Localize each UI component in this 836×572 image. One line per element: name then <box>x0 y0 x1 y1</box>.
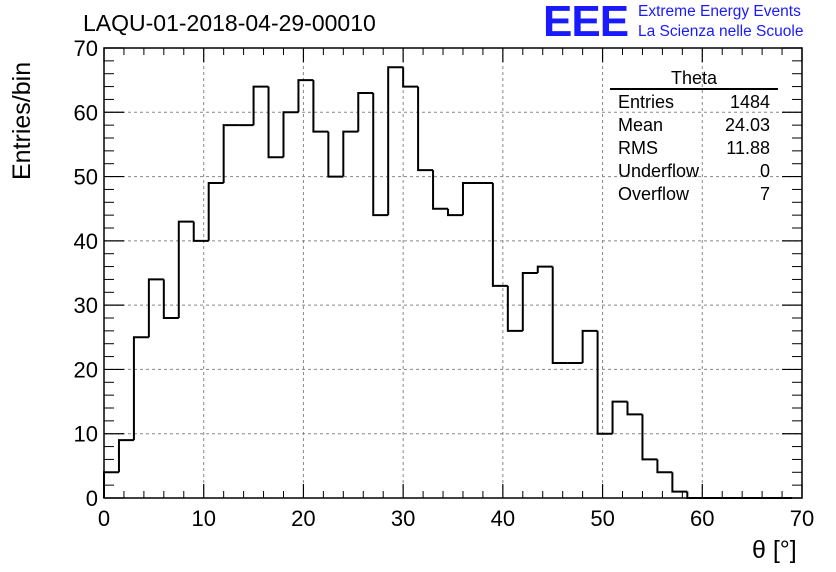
histogram-bin <box>581 329 598 363</box>
stats-value: 24.03 <box>724 115 770 135</box>
stats-row: Entries 1484 <box>610 91 778 114</box>
histogram-bin <box>267 86 284 159</box>
y-tick-label: 50 <box>74 165 98 190</box>
x-tick-label: 40 <box>491 506 515 531</box>
stats-row: Underflow 0 <box>610 160 778 183</box>
histogram-bin <box>177 220 194 318</box>
y-tick-label: 70 <box>74 36 98 61</box>
x-tick-label: 50 <box>590 506 614 531</box>
x-axis-label: θ [°] <box>752 536 797 564</box>
stats-value: 1484 <box>729 92 770 112</box>
y-axis-label: Entries/bin <box>8 61 36 180</box>
histogram <box>103 66 793 499</box>
histogram-bin <box>117 439 134 473</box>
histogram-bin <box>417 86 434 172</box>
histogram-bin <box>596 330 613 435</box>
histogram-bin <box>327 131 344 178</box>
stats-row: Mean 24.03 <box>610 114 778 137</box>
histogram-bin <box>222 124 239 183</box>
histogram-bin <box>506 285 523 332</box>
histogram-bin <box>686 491 703 499</box>
histogram-bin <box>147 278 164 338</box>
histogram-bin <box>207 182 224 241</box>
stats-value: 7 <box>759 184 770 204</box>
y-tick-label: 0 <box>86 486 98 511</box>
histogram-bin <box>536 265 553 273</box>
y-tick-label: 30 <box>74 293 98 318</box>
histogram-bin <box>387 66 404 216</box>
histogram-bin <box>342 130 359 177</box>
stats-label: Overflow <box>618 184 690 204</box>
histogram-bin <box>402 67 419 88</box>
grid <box>104 48 802 498</box>
histogram-bin <box>432 170 449 210</box>
histogram-bin <box>312 80 329 133</box>
stats-value: 0 <box>759 161 770 181</box>
stats-label: RMS <box>618 138 658 158</box>
stats-label: Mean <box>618 115 664 135</box>
y-tick-label: 60 <box>74 100 98 125</box>
histogram-bin <box>132 336 149 441</box>
histogram-bin <box>656 459 673 474</box>
x-tick-label: 10 <box>191 506 215 531</box>
y-tick-label: 20 <box>74 357 98 382</box>
histogram-bin <box>491 183 508 287</box>
histogram-bin <box>626 401 643 416</box>
stats-title: Theta <box>610 68 778 90</box>
x-tick-label: 20 <box>291 506 315 531</box>
histogram-bin <box>192 221 209 242</box>
histogram-bin <box>252 85 269 126</box>
histogram-bin <box>282 111 299 158</box>
histogram-bin <box>372 93 389 217</box>
chart-title: LAQU-01-2018-04-29-00010 <box>83 10 376 36</box>
histogram-bin <box>671 472 688 493</box>
histogram-bin <box>357 92 374 132</box>
histogram-bin <box>521 272 538 331</box>
histogram-bin <box>461 182 478 216</box>
x-tick-label: 30 <box>391 506 415 531</box>
eee-logo: EEE <box>543 0 629 46</box>
stats-value: 11.88 <box>726 138 770 158</box>
histogram-bin <box>611 400 628 434</box>
logo-line-1: Extreme Energy Events <box>638 3 801 20</box>
axis-ticks <box>103 47 803 499</box>
x-tick-label: 70 <box>790 506 814 531</box>
plot-frame <box>103 47 803 499</box>
x-tick-label: 0 <box>98 506 110 531</box>
histogram-bin <box>641 414 658 461</box>
histogram-bin <box>162 279 179 319</box>
y-tick-label: 10 <box>74 422 98 447</box>
histogram-bin <box>551 266 568 364</box>
stats-label: Entries <box>618 92 675 112</box>
stats-row: RMS 11.88 <box>610 137 778 160</box>
histogram-bin <box>447 208 463 217</box>
y-tick-label: 40 <box>74 229 98 254</box>
logo-line-2: La Scienza nelle Scuole <box>638 23 804 40</box>
stats-box: Theta Entries 1484 Mean 24.03 RMS 11.88 … <box>610 68 778 206</box>
stats-row: Overflow 7 <box>610 183 778 206</box>
histogram-bin <box>297 79 314 113</box>
stats-label: Underflow <box>618 161 700 181</box>
x-tick-label: 60 <box>690 506 714 531</box>
